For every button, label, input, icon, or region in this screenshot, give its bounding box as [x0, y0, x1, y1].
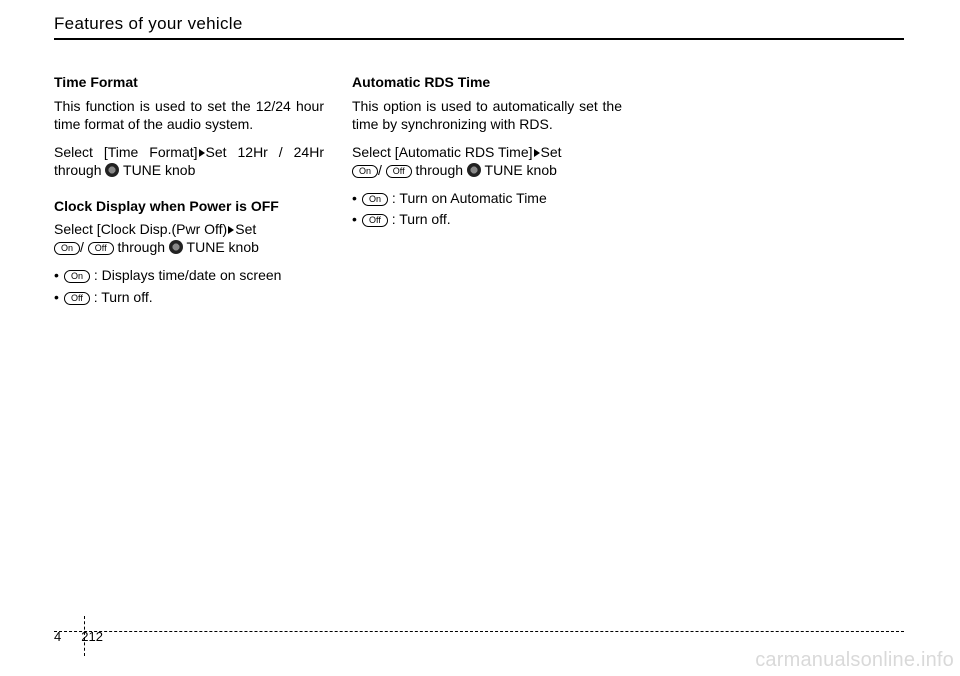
column-left: Time Format This function is used to set…	[54, 74, 324, 311]
paragraph: Select [Clock Disp.(Pwr Off)Set On/ Off …	[54, 221, 324, 257]
off-pill-icon: Off	[88, 242, 114, 255]
tune-knob-icon	[169, 240, 183, 254]
tune-knob-icon	[105, 163, 119, 177]
paragraph: Select [Time Format]Set 12Hr / 24Hr thro…	[54, 144, 324, 180]
heading-clock-display: Clock Display when Power is OFF	[54, 198, 324, 216]
text: through	[412, 162, 467, 178]
triangle-right-icon	[228, 226, 234, 234]
list-item: On : Displays time/date on screen	[54, 267, 324, 285]
list-item: Off : Turn off.	[54, 289, 324, 307]
off-pill-icon: Off	[386, 165, 412, 178]
section-number: 4	[54, 629, 61, 644]
column-right: Automatic RDS Time This option is used t…	[352, 74, 622, 311]
on-pill-icon: On	[54, 242, 80, 255]
paragraph: Select [Automatic RDS Time]Set On/ Off t…	[352, 144, 622, 180]
page-header: Features of your vehicle	[54, 14, 904, 38]
text: Select [Time Format]	[54, 144, 198, 160]
triangle-right-icon	[534, 149, 540, 157]
off-pill-icon: Off	[362, 214, 388, 227]
content-columns: Time Format This function is used to set…	[54, 74, 904, 311]
text: : Displays time/date on screen	[90, 267, 281, 283]
on-pill-icon: On	[64, 270, 90, 283]
page-number-value: 212	[81, 629, 103, 644]
header-rule	[54, 38, 904, 40]
on-pill-icon: On	[352, 165, 378, 178]
list-item: Off : Turn off.	[352, 211, 622, 229]
text: Set	[235, 221, 256, 237]
footer-dotted-rule	[54, 631, 904, 632]
bullet-list: On : Turn on Automatic Time Off : Turn o…	[352, 190, 622, 230]
bullet-list: On : Displays time/date on screen Off : …	[54, 267, 324, 307]
manual-page: Features of your vehicle Time Format Thi…	[54, 14, 904, 622]
paragraph: This function is used to set the 12/24 h…	[54, 98, 324, 134]
page-footer	[54, 631, 904, 632]
off-pill-icon: Off	[64, 292, 90, 305]
triangle-right-icon	[199, 149, 205, 157]
text: Select [Clock Disp.(Pwr Off)	[54, 221, 227, 237]
heading-time-format: Time Format	[54, 74, 324, 92]
text: Select [Automatic RDS Time]	[352, 144, 533, 160]
paragraph: This option is used to automatically set…	[352, 98, 622, 134]
text: TUNE knob	[183, 239, 259, 255]
text: : Turn on Automatic Time	[388, 190, 547, 206]
on-pill-icon: On	[362, 193, 388, 206]
text: TUNE knob	[481, 162, 557, 178]
text: : Turn off.	[388, 211, 451, 227]
page-number: 4 212	[54, 629, 103, 644]
tune-knob-icon	[467, 163, 481, 177]
heading-auto-rds: Automatic RDS Time	[352, 74, 622, 92]
text: : Turn off.	[90, 289, 153, 305]
watermark: carmanualsonline.info	[755, 649, 954, 672]
list-item: On : Turn on Automatic Time	[352, 190, 622, 208]
text: TUNE knob	[119, 162, 195, 178]
text: Set	[541, 144, 562, 160]
text: through	[114, 239, 169, 255]
